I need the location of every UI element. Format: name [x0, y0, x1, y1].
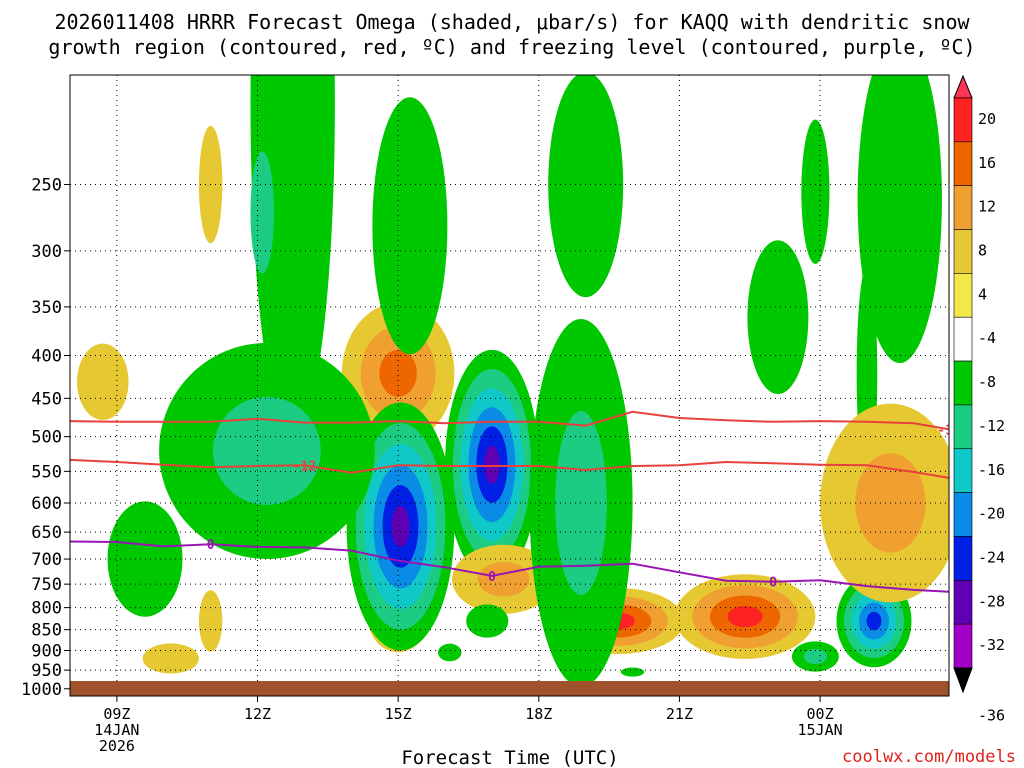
ground-surface: [70, 681, 949, 696]
omega-region-9-level-0: [466, 604, 509, 638]
y-tick-label-800: 800: [31, 599, 62, 619]
colorbar-label-9: -20: [978, 505, 1005, 523]
x-tick-label-21Z-0: 21Z: [666, 705, 693, 723]
colorbar-bottom-triangle: [953, 667, 973, 694]
colorbar-band-1: [953, 97, 973, 143]
chart-title-line1: 2026011408 HRRR Forecast Omega (shaded, …: [54, 10, 970, 34]
freezing-label: 0: [488, 570, 496, 585]
freezing-contour: [70, 540, 949, 593]
colorbar-label-3: 8: [978, 242, 987, 260]
y-tick-label-250: 250: [31, 176, 62, 196]
pressure-axis: 2503003504004505005506006507007508008509…: [21, 176, 70, 700]
colorbar-band-2: [953, 141, 973, 186]
colorbar-label-1: 16: [978, 154, 996, 172]
omega-region-21-level-1: [212, 396, 321, 505]
omega-region-15-level-1: [803, 648, 828, 665]
colorbar-band-12: [953, 580, 973, 625]
colorbar-label-12: -32: [978, 636, 1005, 654]
grid-lines: [70, 75, 949, 696]
x-axis-title: Forecast Time (UTC): [401, 747, 618, 768]
colorbar-band-5: [953, 273, 973, 318]
y-tick-label-700: 700: [31, 550, 62, 570]
plot-frame: [69, 74, 950, 697]
x-tick-label-18Z-0: 18Z: [525, 705, 552, 723]
omega-region-11-level-5: [391, 505, 410, 548]
colorbar-label-13: -36: [978, 706, 1005, 724]
y-tick-label-350: 350: [31, 298, 62, 318]
omega-region-1-level-0: [142, 643, 199, 674]
colorbar-band-3: [953, 185, 973, 230]
y-tick-label-550: 550: [31, 462, 62, 482]
colorbar-label-11: -28: [978, 592, 1005, 610]
omega-region-13-level-3: [727, 606, 763, 628]
colorbar-label-6: -8: [978, 373, 996, 391]
x-tick-label-12Z-0: 12Z: [244, 705, 271, 723]
colorbar-label-0: 20: [978, 110, 996, 128]
x-tick-label-00Z-0: 00Z: [807, 705, 834, 723]
omega-region-7-level-5: [484, 445, 500, 484]
freezing-label: 0: [769, 576, 777, 591]
y-tick-label-900: 900: [31, 641, 62, 661]
colorbar-band-11: [953, 536, 973, 581]
colorbar-label-7: -12: [978, 417, 1005, 435]
omega-shading: [77, 75, 949, 687]
colorbar-band-8: [953, 404, 973, 450]
colorbar-band-6: [953, 316, 973, 362]
x-tick-label-15Z-0: 15Z: [385, 705, 412, 723]
omega-region-22-level-0: [372, 97, 448, 355]
colorbar-band-4: [953, 229, 973, 274]
dgz_upper-contour: [70, 410, 949, 431]
omega-region-24-level-0: [801, 119, 830, 264]
dgz_lower-contour: [70, 458, 949, 479]
omega-region-23-level-0: [747, 240, 809, 395]
omega-region-20-level-0: [250, 151, 274, 274]
omega-region-14-level-4: [866, 611, 882, 631]
y-tick-label-850: 850: [31, 621, 62, 641]
y-tick-label-500: 500: [31, 428, 62, 448]
omega-region-18-level-0: [548, 75, 624, 298]
dgz_upper-label: -18: [937, 423, 961, 438]
colorbar-label-8: -16: [978, 461, 1005, 479]
temperature-contours: -12 -18 0 0 0: [70, 410, 961, 593]
y-tick-label-750: 750: [31, 575, 62, 595]
omega-region-25-level-0: [857, 75, 942, 363]
colorbar-band-7: [953, 360, 973, 406]
dgz_lower-label: -12: [293, 459, 316, 474]
y-tick-label-450: 450: [31, 389, 62, 409]
colorbar-label-10: -24: [978, 548, 1005, 566]
chart-title-line2: growth region (contoured, red, ºC) and f…: [48, 35, 975, 59]
omega-region-16-level-0: [620, 667, 645, 677]
x-tick-label-09Z-0: 09Z: [103, 705, 130, 723]
x-tick-label-00Z-1: 15JAN: [798, 721, 843, 739]
colorbar-band-13: [953, 623, 973, 669]
freezing-label: 0: [207, 538, 215, 553]
x-tick-label-09Z-2: 2026: [99, 737, 135, 755]
y-tick-label-300: 300: [31, 242, 62, 262]
y-tick-label-400: 400: [31, 346, 62, 366]
colorbar: 20 16 12 8 4 -4 -8 -12 -16 -20 -24 -28 -32 -36: [953, 74, 1005, 724]
colorbar-band-9: [953, 448, 973, 493]
y-tick-label-600: 600: [31, 494, 62, 514]
omega-region-0-level-0: [77, 343, 129, 421]
omega-region-2-level-0: [198, 590, 223, 652]
omega-region-5-level-2: [379, 349, 417, 397]
colorbar-label-4: 4: [978, 285, 987, 303]
credit-text[interactable]: coolwx.com/models: [842, 747, 1016, 767]
colorbar-label-2: 12: [978, 198, 996, 216]
colorbar-band-10: [953, 492, 973, 537]
colorbar-top-triangle: [953, 74, 973, 99]
colorbar-label-5: -4: [978, 329, 996, 347]
y-tick-label-950: 950: [31, 661, 62, 681]
omega-region-10-level-0: [438, 643, 462, 662]
y-tick-label-650: 650: [31, 523, 62, 543]
y-tick-label-1000: 1000: [21, 680, 62, 700]
x-tick-label-09Z-1: 14JAN: [94, 721, 139, 739]
